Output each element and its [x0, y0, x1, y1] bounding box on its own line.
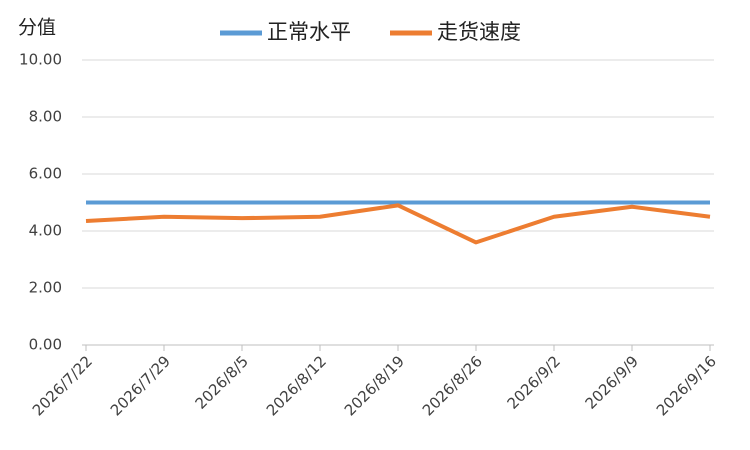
x-tick-label: 2026/8/19: [341, 352, 408, 419]
x-tick-label: 2026/9/16: [653, 352, 720, 419]
y-tick-label: 6.00: [29, 165, 62, 183]
x-tick-label: 2026/8/12: [263, 352, 330, 419]
y-tick-label: 4.00: [29, 222, 62, 240]
legend-label: 正常水平: [267, 20, 351, 44]
y-axis-label: 分值: [18, 17, 56, 39]
y-tick-label: 10.00: [19, 51, 62, 69]
series-line: [85, 203, 711, 245]
y-tick-label: 0.00: [29, 336, 62, 354]
y-tick-label: 2.00: [29, 279, 62, 297]
x-tick-label: 2026/8/26: [419, 352, 486, 419]
x-tick-label: 2026/9/9: [582, 352, 642, 412]
x-tick-label: 2026/7/22: [29, 352, 96, 419]
y-tick-label: 8.00: [29, 108, 62, 126]
x-tick-label: 2026/8/5: [192, 352, 252, 412]
legend-label: 走货速度: [437, 20, 521, 44]
x-tick-label: 2026/9/2: [504, 352, 564, 412]
x-tick-label: 2026/7/29: [107, 352, 174, 419]
